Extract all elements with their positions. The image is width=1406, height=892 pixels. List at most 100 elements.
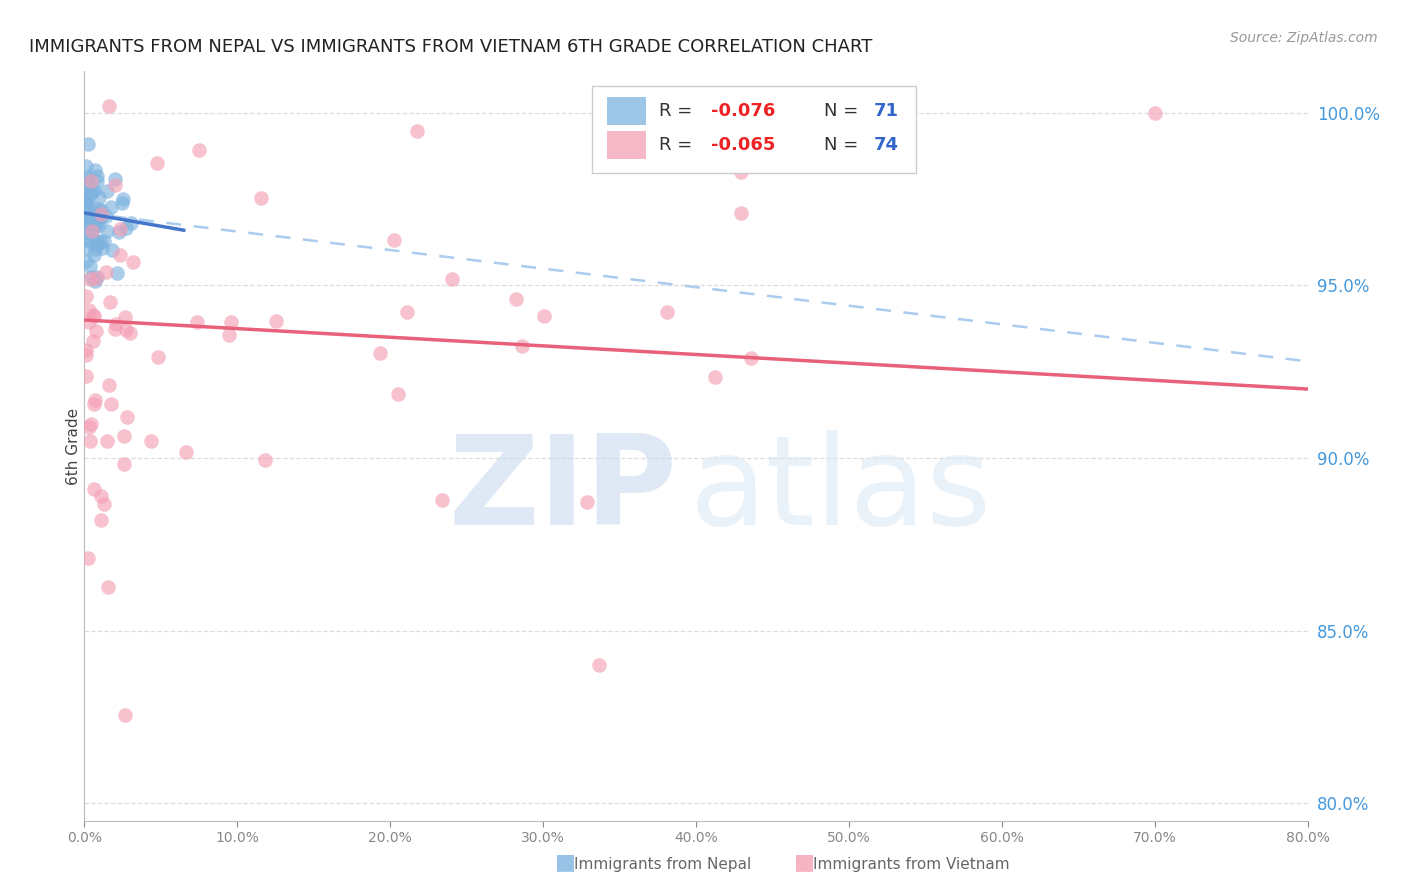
Point — [1143, 105, 1166, 120]
Text: R =: R = — [659, 136, 699, 153]
Point — [730, 165, 752, 179]
Text: 74: 74 — [873, 136, 898, 153]
Point — [77, 551, 100, 566]
Text: N =: N = — [824, 102, 865, 120]
Point — [97, 580, 120, 594]
Point — [94, 209, 117, 223]
Point — [96, 184, 118, 198]
Point — [112, 457, 135, 471]
Point — [77, 136, 100, 151]
Point — [406, 123, 429, 137]
Point — [84, 213, 107, 227]
Point — [79, 272, 101, 286]
Point — [90, 241, 112, 255]
Point — [97, 99, 120, 113]
Y-axis label: 6th Grade: 6th Grade — [66, 408, 80, 484]
Point — [105, 318, 128, 332]
Text: -0.065: -0.065 — [710, 136, 775, 153]
Point — [75, 159, 97, 173]
Text: ZIP: ZIP — [449, 431, 678, 551]
Text: Immigrants from Vietnam: Immigrants from Vietnam — [813, 857, 1010, 872]
Point — [90, 211, 112, 225]
Point — [98, 295, 121, 310]
Point — [105, 266, 128, 280]
Point — [84, 218, 107, 232]
Point — [82, 308, 104, 322]
Point — [148, 350, 170, 364]
Text: 71: 71 — [873, 102, 898, 120]
Point — [188, 143, 211, 157]
Point — [657, 305, 679, 319]
Point — [533, 309, 555, 323]
Point — [90, 206, 112, 220]
Point — [186, 315, 208, 329]
Text: Source: ZipAtlas.com: Source: ZipAtlas.com — [1230, 31, 1378, 45]
Point — [84, 393, 107, 408]
Point — [96, 224, 118, 238]
Point — [80, 235, 103, 249]
Point — [94, 265, 117, 279]
Point — [139, 434, 162, 449]
Point — [108, 248, 131, 262]
Point — [115, 409, 138, 424]
Point — [75, 225, 97, 239]
Point — [75, 368, 97, 383]
Point — [86, 169, 108, 183]
Point — [90, 489, 112, 503]
Point — [84, 243, 107, 257]
Point — [86, 270, 108, 285]
Point — [104, 322, 127, 336]
Text: atlas: atlas — [690, 431, 993, 551]
Point — [588, 657, 610, 672]
Point — [145, 156, 167, 170]
Point — [83, 482, 105, 496]
Point — [84, 203, 107, 218]
Point — [86, 238, 108, 252]
Text: IMMIGRANTS FROM NEPAL VS IMMIGRANTS FROM VIETNAM 6TH GRADE CORRELATION CHART: IMMIGRANTS FROM NEPAL VS IMMIGRANTS FROM… — [30, 38, 873, 56]
FancyBboxPatch shape — [592, 87, 917, 172]
Point — [75, 206, 97, 220]
Point — [93, 497, 115, 511]
Point — [430, 493, 453, 508]
Point — [104, 178, 127, 192]
Point — [80, 223, 103, 237]
Point — [76, 212, 98, 227]
Point — [86, 234, 108, 248]
Point — [387, 386, 409, 401]
Point — [111, 196, 134, 211]
Point — [84, 210, 107, 224]
Point — [730, 206, 752, 220]
Point — [704, 370, 727, 384]
Point — [77, 420, 100, 434]
Point — [75, 254, 97, 268]
Point — [107, 225, 129, 239]
Point — [75, 173, 97, 187]
Point — [86, 174, 108, 188]
Point — [114, 220, 136, 235]
Point — [75, 348, 97, 362]
Point — [80, 224, 103, 238]
Point — [111, 192, 134, 206]
Point — [98, 378, 121, 392]
Text: ■: ■ — [555, 853, 576, 872]
Point — [77, 185, 100, 199]
Point — [122, 254, 145, 268]
Text: R =: R = — [659, 102, 699, 120]
Point — [77, 315, 100, 329]
Bar — [606, 97, 645, 125]
Point — [77, 212, 100, 227]
Point — [100, 200, 122, 214]
Point — [84, 274, 107, 288]
Text: Immigrants from Nepal: Immigrants from Nepal — [574, 857, 751, 872]
Point — [87, 218, 110, 232]
Text: ■: ■ — [794, 853, 815, 872]
Point — [82, 334, 104, 348]
Point — [79, 260, 101, 274]
Point — [76, 218, 98, 232]
Point — [80, 270, 103, 285]
Point — [87, 202, 110, 217]
Point — [82, 208, 104, 222]
Point — [75, 215, 97, 229]
Point — [75, 194, 97, 209]
Point — [218, 327, 240, 342]
